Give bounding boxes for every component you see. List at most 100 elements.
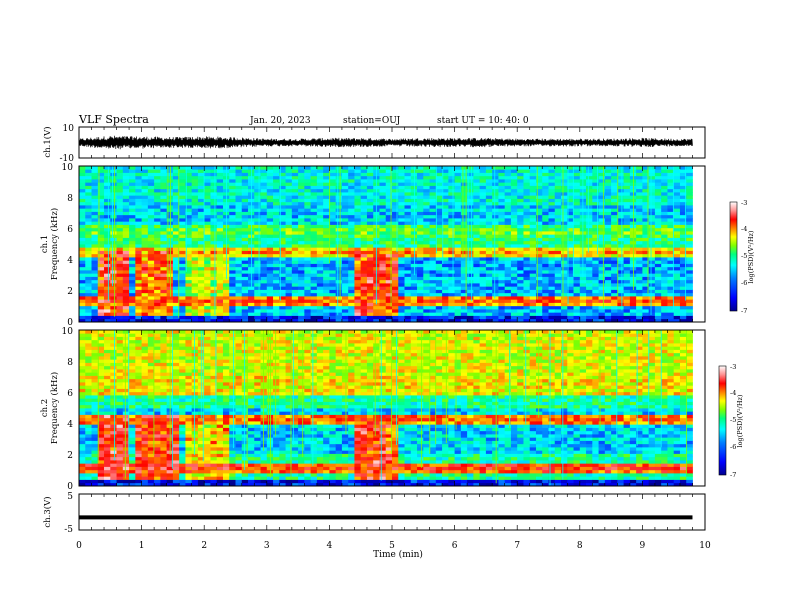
spectrogram-cell bbox=[567, 279, 574, 284]
spectrogram-cell bbox=[304, 205, 312, 209]
spectrogram-cell bbox=[485, 179, 493, 183]
spectrogram-cell bbox=[122, 260, 130, 264]
spectrogram-cell bbox=[460, 208, 468, 212]
spectrogram-cell bbox=[160, 231, 168, 235]
spectrogram-cell bbox=[185, 198, 193, 203]
spectrogram-cell bbox=[404, 237, 412, 242]
spectrogram-cell bbox=[542, 302, 549, 307]
spectrogram-cell bbox=[260, 260, 268, 264]
spectrogram-cell bbox=[291, 192, 299, 196]
spectrogram-cell bbox=[191, 309, 199, 313]
spectrogram-cell bbox=[460, 166, 468, 170]
spectrogram-cell bbox=[573, 309, 581, 313]
spectrogram-cell bbox=[298, 250, 305, 255]
spectrogram-cell bbox=[586, 198, 593, 203]
spectrogram-cell bbox=[79, 349, 86, 354]
spectrogram-cell bbox=[110, 253, 117, 258]
spectrogram-cell bbox=[448, 188, 455, 193]
spectrogram-cell bbox=[141, 227, 149, 232]
spectrogram-cell bbox=[229, 318, 236, 323]
spectrogram-cell bbox=[542, 175, 549, 180]
spectrogram-cell bbox=[254, 175, 261, 180]
spectrogram-cell bbox=[104, 192, 111, 196]
spectrogram-cell bbox=[679, 250, 687, 255]
spectrogram-cell bbox=[216, 195, 224, 199]
spectrogram-cell bbox=[97, 250, 105, 255]
spectrogram-cell bbox=[216, 250, 224, 255]
spectrogram-cell bbox=[104, 414, 111, 419]
spectrogram-cell bbox=[504, 247, 512, 251]
spectrogram-cell bbox=[517, 188, 524, 193]
spectrogram-cell bbox=[410, 315, 418, 320]
spectrogram-cell bbox=[404, 270, 412, 274]
spectrogram-cell bbox=[442, 208, 449, 212]
spectrogram-cell bbox=[598, 266, 606, 271]
spectrogram-cell bbox=[166, 270, 174, 274]
spectrogram-cell bbox=[291, 201, 299, 206]
spectrogram-cell bbox=[335, 175, 343, 180]
spectrogram-cell bbox=[291, 299, 299, 303]
spectrogram-cell bbox=[260, 276, 268, 281]
spectrogram-cell bbox=[467, 201, 474, 206]
spectrogram-cell bbox=[166, 302, 174, 307]
spectrogram-cell bbox=[197, 270, 205, 274]
spectrogram-cell bbox=[623, 188, 631, 193]
spectrogram-cell bbox=[160, 253, 168, 258]
spectrogram-cell bbox=[654, 240, 662, 245]
spectrogram-cell bbox=[360, 208, 368, 212]
spectrogram-cell bbox=[517, 172, 524, 177]
spectrogram-cell bbox=[398, 279, 405, 284]
spectrogram-cell bbox=[348, 208, 355, 212]
spectrogram-cell bbox=[561, 283, 568, 287]
spectrogram-cell bbox=[197, 309, 205, 313]
spectrogram-cell bbox=[298, 270, 305, 274]
spectrogram-cell bbox=[623, 292, 631, 297]
spectrogram-cell bbox=[611, 169, 618, 173]
spectrogram-cell bbox=[504, 283, 512, 287]
spectrogram-cell bbox=[304, 292, 312, 297]
spectrogram-cell bbox=[523, 266, 531, 271]
spectrogram-cell bbox=[197, 292, 205, 297]
spectrogram-cell bbox=[273, 312, 280, 316]
spectrogram-cell bbox=[91, 463, 99, 467]
spectrogram-cell bbox=[166, 179, 174, 183]
spectrogram-cell bbox=[210, 221, 218, 225]
spectrogram-cell bbox=[79, 440, 86, 445]
spectrogram-cell bbox=[85, 339, 92, 344]
spectrogram-cell bbox=[642, 257, 650, 261]
spectrogram-cell bbox=[291, 286, 299, 290]
spectrogram-cell bbox=[611, 227, 618, 232]
spectrogram-cell bbox=[85, 427, 92, 432]
spectrogram-cell bbox=[116, 263, 124, 268]
spectrogram-cell bbox=[241, 240, 249, 245]
spectrogram-cell bbox=[310, 260, 318, 264]
spectrogram-cell bbox=[179, 214, 186, 219]
spectrogram-cell bbox=[172, 299, 180, 303]
spectrogram-cell bbox=[636, 289, 643, 294]
spectrogram-cell bbox=[467, 250, 474, 255]
spectrogram-cell bbox=[160, 205, 168, 209]
spectrogram-cell bbox=[360, 188, 368, 193]
spectrogram-cell bbox=[279, 172, 286, 177]
spectrogram-cell bbox=[379, 218, 387, 222]
spectrogram-cell bbox=[467, 227, 474, 232]
spectrogram-cell bbox=[141, 192, 149, 196]
spectrogram-cell bbox=[604, 179, 612, 183]
spectrogram-cell bbox=[517, 244, 524, 248]
spectrogram-cell bbox=[598, 273, 606, 277]
spectrogram-cell bbox=[654, 169, 662, 173]
spectrogram-cell bbox=[410, 175, 418, 180]
spectrogram-cell bbox=[423, 283, 430, 287]
spectrogram-cell bbox=[479, 221, 487, 225]
spectrogram-cell bbox=[535, 182, 543, 186]
spectrogram-cell bbox=[216, 309, 224, 313]
spectrogram-cell bbox=[91, 453, 99, 458]
spectrogram-cell bbox=[79, 473, 86, 477]
spectrogram-cell bbox=[673, 172, 681, 177]
spectrogram-cell bbox=[654, 192, 662, 196]
spectrogram-cell bbox=[379, 289, 387, 294]
spectrogram-cell bbox=[172, 292, 180, 297]
spectrogram-cell bbox=[204, 266, 211, 271]
spectrogram-cell bbox=[104, 205, 111, 209]
spectrogram-cell bbox=[116, 227, 124, 232]
